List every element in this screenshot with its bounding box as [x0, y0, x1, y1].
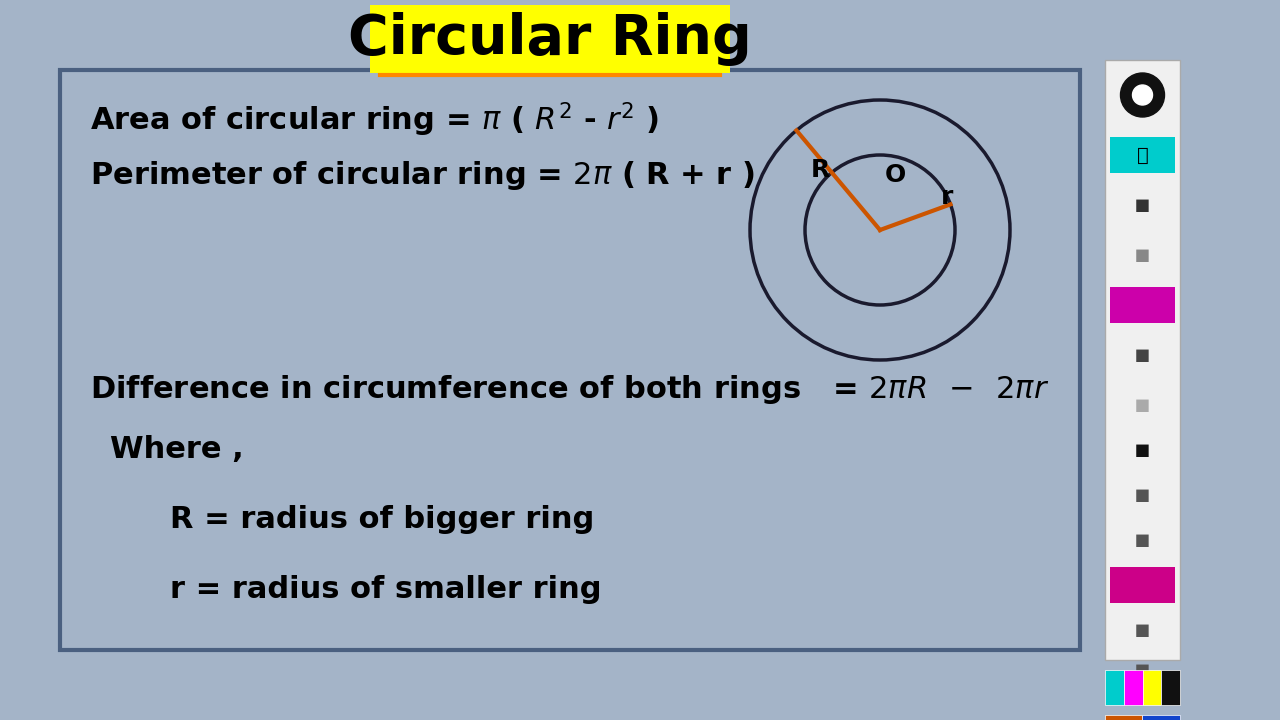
Bar: [1110, 137, 1175, 173]
Circle shape: [1133, 85, 1152, 105]
Text: r = radius of smaller ring: r = radius of smaller ring: [170, 575, 602, 605]
Bar: [1142, 715, 1180, 720]
Text: 👁: 👁: [1137, 145, 1148, 164]
Bar: [1105, 60, 1180, 660]
Text: ▪: ▪: [1134, 343, 1151, 367]
Text: ▪: ▪: [1134, 658, 1151, 682]
Text: r: r: [941, 185, 954, 209]
Text: ▪: ▪: [1134, 438, 1151, 462]
Text: ▪: ▪: [1134, 483, 1151, 507]
Text: Difference in circumference of both rings   = $2\pi R$  $-$  $2\pi r$: Difference in circumference of both ring…: [90, 374, 1050, 407]
Bar: [1124, 670, 1143, 705]
Text: ▪: ▪: [1134, 618, 1151, 642]
Text: ▪: ▪: [1134, 193, 1151, 217]
Text: R = radius of bigger ring: R = radius of bigger ring: [170, 505, 594, 534]
Text: Area of circular ring = $\pi$ ( $R^2$ - $r^2$ ): Area of circular ring = $\pi$ ( $R^2$ - …: [90, 101, 659, 139]
Circle shape: [1120, 73, 1165, 117]
FancyBboxPatch shape: [60, 70, 1080, 650]
Bar: [1161, 670, 1180, 705]
Bar: [1143, 670, 1161, 705]
Text: Circular Ring: Circular Ring: [348, 12, 751, 66]
Bar: [1105, 670, 1124, 705]
Text: ▪: ▪: [1134, 393, 1151, 417]
Text: Perimeter of circular ring = $2\pi$ ( R + r ): Perimeter of circular ring = $2\pi$ ( R …: [90, 158, 755, 192]
Text: ▪: ▪: [1134, 243, 1151, 267]
Bar: [1105, 715, 1142, 720]
Bar: [370, 5, 730, 73]
Text: O: O: [884, 163, 906, 187]
Text: ▪: ▪: [1134, 528, 1151, 552]
Bar: [1110, 567, 1175, 603]
Text: R: R: [810, 158, 829, 182]
Text: Where ,: Where ,: [110, 436, 243, 464]
Bar: [1110, 287, 1175, 323]
